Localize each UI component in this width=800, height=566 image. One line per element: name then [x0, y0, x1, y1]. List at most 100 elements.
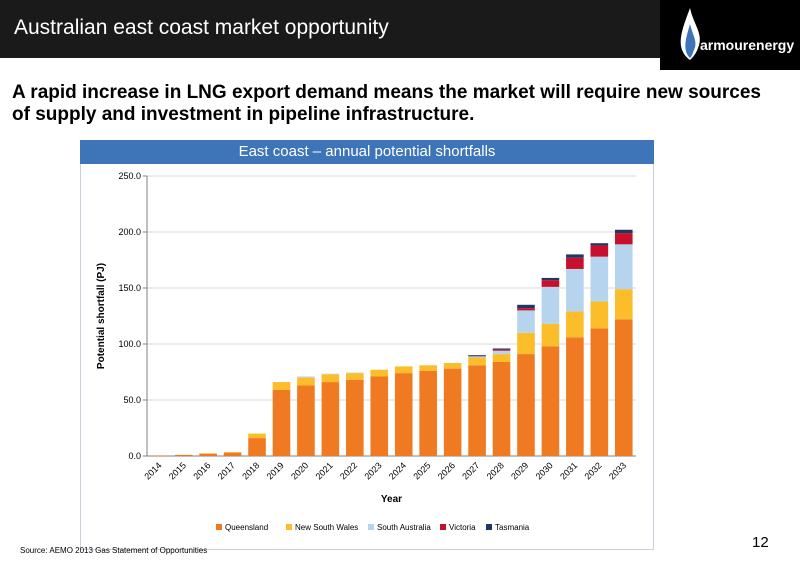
bar-queensland — [590, 328, 609, 456]
bar-new-south-wales — [541, 323, 560, 347]
x-tick-label: 2028 — [485, 460, 506, 481]
y-tick-label: 50.0 — [123, 395, 141, 405]
bar-south-australia — [321, 373, 340, 375]
x-tick-label: 2030 — [534, 460, 555, 481]
bar-new-south-wales — [590, 301, 609, 329]
bar-new-south-wales — [394, 366, 413, 374]
x-tick-label: 2014 — [142, 460, 163, 481]
bar-queensland — [443, 368, 462, 456]
bar-south-australia — [541, 286, 560, 324]
bar-south-australia — [492, 350, 511, 355]
bar-queensland — [566, 337, 584, 456]
bar-queensland — [223, 452, 242, 456]
legend-swatch — [368, 524, 374, 530]
bar-south-australia — [614, 244, 633, 290]
page-number: 12 — [752, 534, 769, 551]
x-tick-label: 2015 — [167, 460, 188, 481]
bar-queensland — [419, 370, 437, 456]
bar-queensland — [174, 454, 193, 456]
bar-tasmania — [614, 229, 633, 234]
x-tick-label: 2017 — [216, 460, 237, 481]
legend-swatch — [216, 524, 222, 530]
bar-new-south-wales — [297, 377, 315, 386]
bar-tasmania — [590, 243, 609, 246]
bar-new-south-wales — [492, 354, 511, 362]
bar-new-south-wales — [199, 453, 217, 454]
bar-queensland — [297, 385, 315, 456]
bar-new-south-wales — [346, 373, 364, 380]
bar-new-south-wales — [272, 382, 291, 390]
bar-queensland — [517, 354, 535, 456]
y-tick-label: 250.0 — [118, 171, 141, 181]
x-tick-label: 2024 — [387, 460, 408, 481]
bar-new-south-wales — [370, 369, 389, 377]
chart-header: East coast – annual potential shortfalls — [80, 140, 654, 164]
legend-swatch — [486, 524, 492, 530]
bar-victoria — [566, 257, 584, 269]
y-axis-title: Potential shortfall (PJ) — [96, 263, 107, 369]
bar-queensland — [492, 361, 511, 456]
bar-new-south-wales — [419, 365, 437, 371]
bar-new-south-wales — [321, 374, 340, 383]
bar-queensland — [468, 365, 486, 456]
legend-label: New South Wales — [295, 523, 358, 532]
bar-south-australia — [468, 356, 486, 358]
bar-south-australia — [566, 268, 584, 312]
bar-queensland — [272, 389, 291, 456]
x-tick-label: 2026 — [436, 460, 457, 481]
y-tick-label: 100.0 — [118, 339, 141, 349]
bar-new-south-wales — [566, 311, 584, 338]
x-tick-label: 2033 — [607, 460, 628, 481]
bar-queensland — [394, 373, 413, 456]
legend-swatch — [286, 524, 292, 530]
bar-victoria — [517, 308, 535, 311]
bar-new-south-wales — [248, 433, 266, 439]
bar-queensland — [614, 319, 633, 456]
bar-new-south-wales — [443, 363, 462, 369]
y-tick-label: 0.0 — [128, 451, 141, 461]
x-tick-label: 2023 — [362, 460, 383, 481]
x-tick-label: 2025 — [411, 460, 432, 481]
bar-south-australia — [517, 310, 535, 333]
y-tick-label: 150.0 — [118, 283, 141, 293]
bar-tasmania — [541, 277, 560, 281]
bar-queensland — [150, 455, 169, 456]
bar-queensland — [541, 346, 560, 456]
bar-south-australia — [346, 372, 364, 374]
legend-swatch — [440, 524, 446, 530]
y-tick-label: 200.0 — [118, 227, 141, 237]
bar-new-south-wales — [614, 289, 633, 320]
x-tick-label: 2032 — [583, 460, 604, 481]
legend-label: Tasmania — [495, 523, 530, 532]
legend-label: Queensland — [225, 523, 268, 532]
bar-tasmania — [492, 348, 511, 350]
bar-victoria — [614, 233, 633, 245]
slide-title: Australian east coast market opportunity — [14, 16, 389, 39]
headline: A rapid increase in LNG export demand me… — [12, 82, 761, 125]
bar-queensland — [248, 438, 266, 456]
legend-label: South Australia — [377, 523, 431, 532]
bar-new-south-wales — [223, 452, 242, 453]
x-tick-label: 2027 — [460, 460, 481, 481]
x-axis-title: Year — [381, 494, 402, 505]
x-tick-label: 2021 — [314, 460, 335, 481]
bar-south-australia — [297, 376, 315, 378]
logo-text: armourenergy — [700, 37, 794, 53]
x-tick-label: 2022 — [338, 460, 359, 481]
bar-queensland — [199, 453, 217, 456]
x-tick-label: 2029 — [509, 460, 530, 481]
bar-tasmania — [468, 355, 486, 357]
bar-victoria — [541, 280, 560, 287]
x-tick-label: 2020 — [289, 460, 310, 481]
legend-label: Victoria — [449, 523, 476, 532]
bar-new-south-wales — [468, 357, 486, 366]
bar-new-south-wales — [517, 332, 535, 355]
x-tick-label: 2016 — [191, 460, 212, 481]
bar-victoria — [492, 349, 511, 351]
title-bar: Australian east coast market opportunity — [0, 0, 660, 58]
bar-tasmania — [566, 254, 584, 258]
armour-energy-logo: armourenergy — [660, 0, 800, 70]
bar-south-australia — [590, 256, 609, 302]
bar-queensland — [370, 376, 389, 456]
